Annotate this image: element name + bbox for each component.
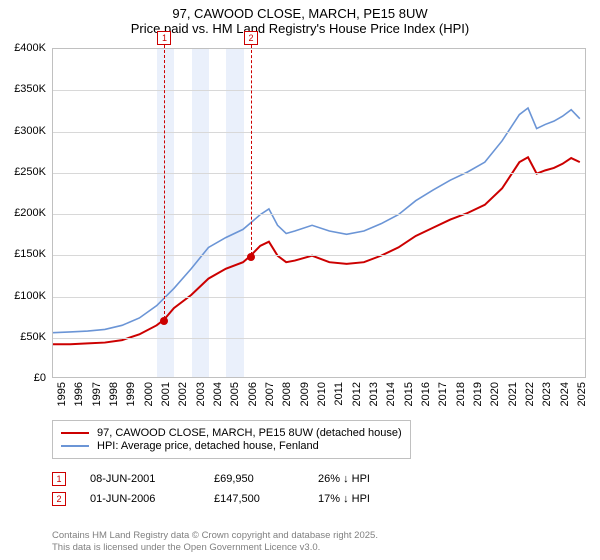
sale-dot [247,253,255,261]
legend-swatch-hpi [61,445,89,447]
legend-label-price-paid: 97, CAWOOD CLOSE, MARCH, PE15 8UW (detac… [97,427,402,439]
sale-marker-badge: 1 [157,31,171,45]
ytick-label: £200K [2,207,46,219]
sales-date-2: 01-JUN-2006 [90,493,190,505]
xtick-label: 2012 [351,382,363,406]
gridline [53,214,585,215]
xtick-label: 2008 [281,382,293,406]
legend-row-hpi: HPI: Average price, detached house, Fenl… [61,440,402,452]
sale-stem [251,45,252,255]
xtick-label: 2024 [559,382,571,406]
sales-badge-2: 2 [52,492,66,506]
xtick-label: 2010 [316,382,328,406]
xtick-label: 2016 [420,382,432,406]
ytick-label: £150K [2,248,46,260]
gridline [53,132,585,133]
title-line1: 97, CAWOOD CLOSE, MARCH, PE15 8UW [0,6,600,21]
xtick-label: 2003 [195,382,207,406]
sale-stem [164,45,165,319]
xtick-label: 2022 [524,382,536,406]
sales-badge-1: 1 [52,472,66,486]
ytick-label: £0 [2,372,46,384]
legend: 97, CAWOOD CLOSE, MARCH, PE15 8UW (detac… [52,420,411,459]
legend-swatch-price-paid [61,432,89,434]
xtick-label: 2021 [507,382,519,406]
xtick-label: 2025 [576,382,588,406]
xtick-label: 2015 [403,382,415,406]
gridline [53,297,585,298]
series-price_paid [53,157,580,344]
gridline [53,173,585,174]
xtick-label: 2019 [472,382,484,406]
xtick-label: 2018 [455,382,467,406]
xtick-label: 2001 [160,382,172,406]
sales-row-1: 1 08-JUN-2001 £69,950 26% ↓ HPI [52,472,438,486]
sales-price-2: £147,500 [214,493,294,505]
ytick-label: £400K [2,42,46,54]
legend-label-hpi: HPI: Average price, detached house, Fenl… [97,440,319,452]
xtick-label: 2013 [368,382,380,406]
xtick-label: 2007 [264,382,276,406]
plot-area: 12 [52,48,586,378]
series-hpi [53,108,580,333]
sales-date-1: 08-JUN-2001 [90,473,190,485]
sales-row-2: 2 01-JUN-2006 £147,500 17% ↓ HPI [52,492,438,506]
attribution-line1: Contains HM Land Registry data © Crown c… [52,530,378,542]
xtick-label: 2000 [143,382,155,406]
sale-dot [160,317,168,325]
xtick-label: 2004 [212,382,224,406]
ytick-label: £100K [2,290,46,302]
sales-diff-2: 17% ↓ HPI [318,493,438,505]
ytick-label: £50K [2,331,46,343]
xtick-label: 1999 [125,382,137,406]
sales-table: 1 08-JUN-2001 £69,950 26% ↓ HPI 2 01-JUN… [52,472,438,512]
sales-price-1: £69,950 [214,473,294,485]
title-line2: Price paid vs. HM Land Registry's House … [0,21,600,36]
gridline [53,338,585,339]
xtick-label: 1996 [73,382,85,406]
gridline [53,90,585,91]
title-block: 97, CAWOOD CLOSE, MARCH, PE15 8UW Price … [0,0,600,38]
line-svg [53,49,585,377]
gridline [53,255,585,256]
legend-row-price-paid: 97, CAWOOD CLOSE, MARCH, PE15 8UW (detac… [61,427,402,439]
attribution: Contains HM Land Registry data © Crown c… [52,530,378,554]
xtick-label: 2014 [385,382,397,406]
xtick-label: 1997 [91,382,103,406]
xtick-label: 2023 [541,382,553,406]
sales-diff-1: 26% ↓ HPI [318,473,438,485]
ytick-label: £250K [2,166,46,178]
xtick-label: 2011 [333,382,345,406]
chart-container: 97, CAWOOD CLOSE, MARCH, PE15 8UW Price … [0,0,600,560]
attribution-line2: This data is licensed under the Open Gov… [52,542,378,554]
ytick-label: £350K [2,83,46,95]
xtick-label: 2006 [247,382,259,406]
xtick-label: 2009 [299,382,311,406]
xtick-label: 2002 [177,382,189,406]
xtick-label: 2017 [437,382,449,406]
sale-marker-badge: 2 [244,31,258,45]
ytick-label: £300K [2,125,46,137]
xtick-label: 2005 [229,382,241,406]
xtick-label: 1998 [108,382,120,406]
xtick-label: 2020 [489,382,501,406]
xtick-label: 1995 [56,382,68,406]
